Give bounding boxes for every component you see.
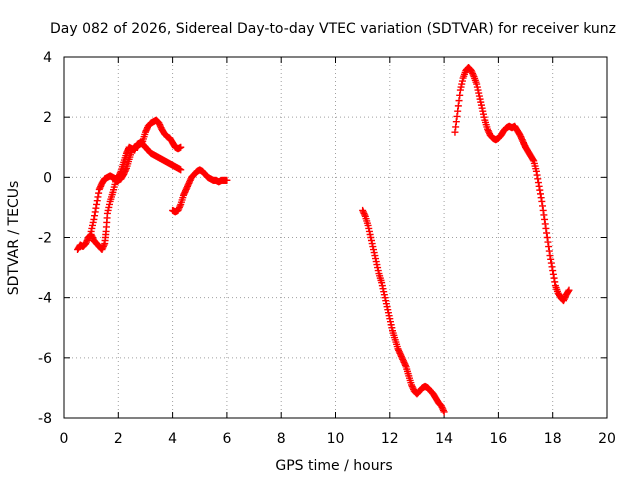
x-tick-label: 6 [222,431,231,447]
x-axis-tick-labels: 0 2 4 6 8 10 12 14 16 18 20 [60,431,616,447]
x-tick-label: 0 [60,431,69,447]
x-tick-label: 4 [168,431,177,447]
x-axis-label: GPS time / hours [275,458,392,474]
data-point [177,166,185,174]
y-tick-label: -2 [38,231,52,247]
y-tick-label: -6 [38,351,52,367]
data-points [74,64,573,416]
x-tick-label: 18 [544,431,562,447]
series-segment-2 [87,139,185,235]
y-tick-label: 2 [43,110,52,126]
data-point [565,286,573,294]
y-tick-label: -8 [38,411,52,427]
y-tick-label: 0 [43,170,52,186]
y-axis-label: SDTVAR / TECUs [6,181,22,296]
x-tick-label: 8 [277,431,286,447]
x-tick-label: 16 [489,431,507,447]
data-point [223,176,231,184]
y-axis-tick-labels: -8 -6 -4 -2 0 2 4 [38,50,52,427]
y-tick-label: -4 [38,291,52,307]
x-tick-label: 12 [381,431,399,447]
axis-ticks [63,56,608,419]
series-segment-6 [451,64,573,305]
grid-lines [64,57,607,418]
x-tick-label: 14 [435,431,453,447]
x-tick-label: 2 [114,431,123,447]
y-tick-label: 4 [43,50,52,66]
x-tick-label: 10 [327,431,345,447]
data-point [440,408,448,416]
series-segment-5 [359,206,448,416]
series-segment-4 [169,166,231,216]
x-tick-label: 20 [598,431,616,447]
chart-title: Day 082 of 2026, Sidereal Day-to-day VTE… [50,21,616,37]
data-point [177,143,185,151]
series-segment-3 [112,116,185,184]
